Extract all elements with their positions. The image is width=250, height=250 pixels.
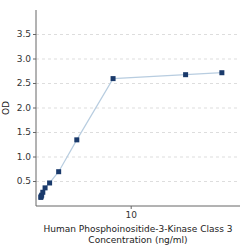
- marker: [43, 185, 48, 190]
- marker: [111, 76, 116, 81]
- chart: 0.5 1.0 1.5 2.0 2.5 3.0 3.5 10 Human Phosphoinos…: [0, 0, 250, 250]
- tick-label: 2.0: [17, 103, 32, 113]
- tick-label: 3.5: [17, 29, 31, 39]
- y-axis-label: OD: [1, 101, 11, 115]
- grid-line: [36, 108, 240, 109]
- x-axis-label-line: Human Phosphoinositide-3-Kinase Class 3: [44, 224, 233, 234]
- marker: [74, 137, 79, 142]
- grid-line: [36, 83, 240, 84]
- marker: [47, 180, 52, 185]
- x-axis-label: Human Phosphoinositide-3-Kinase Class 3C…: [44, 224, 233, 245]
- y-axis: 0.5 1.0 1.5 2.0 2.5 3.0 3.5: [17, 29, 240, 186]
- line: [41, 73, 222, 198]
- tick-label: 3.0: [17, 54, 32, 64]
- grid-line: [36, 34, 240, 35]
- marker: [183, 72, 188, 77]
- x-axis: 10: [125, 206, 137, 220]
- y-axis-line: [36, 10, 37, 206]
- tick-label: 1.0: [17, 152, 32, 162]
- grid-line: [36, 132, 240, 133]
- marker: [40, 190, 45, 195]
- tick-label: 0.5: [17, 176, 31, 186]
- x-axis-line: [36, 206, 240, 207]
- plot-area: [38, 70, 224, 200]
- grid-line: [36, 59, 240, 60]
- grid-line: [36, 181, 240, 182]
- tick-label: 2.5: [17, 78, 31, 88]
- tick-label: 10: [125, 210, 137, 220]
- tick-label: 1.5: [17, 127, 31, 137]
- marker: [56, 169, 61, 174]
- x-axis-label-line: Concentration (ng/ml): [88, 235, 187, 245]
- marker: [219, 70, 224, 75]
